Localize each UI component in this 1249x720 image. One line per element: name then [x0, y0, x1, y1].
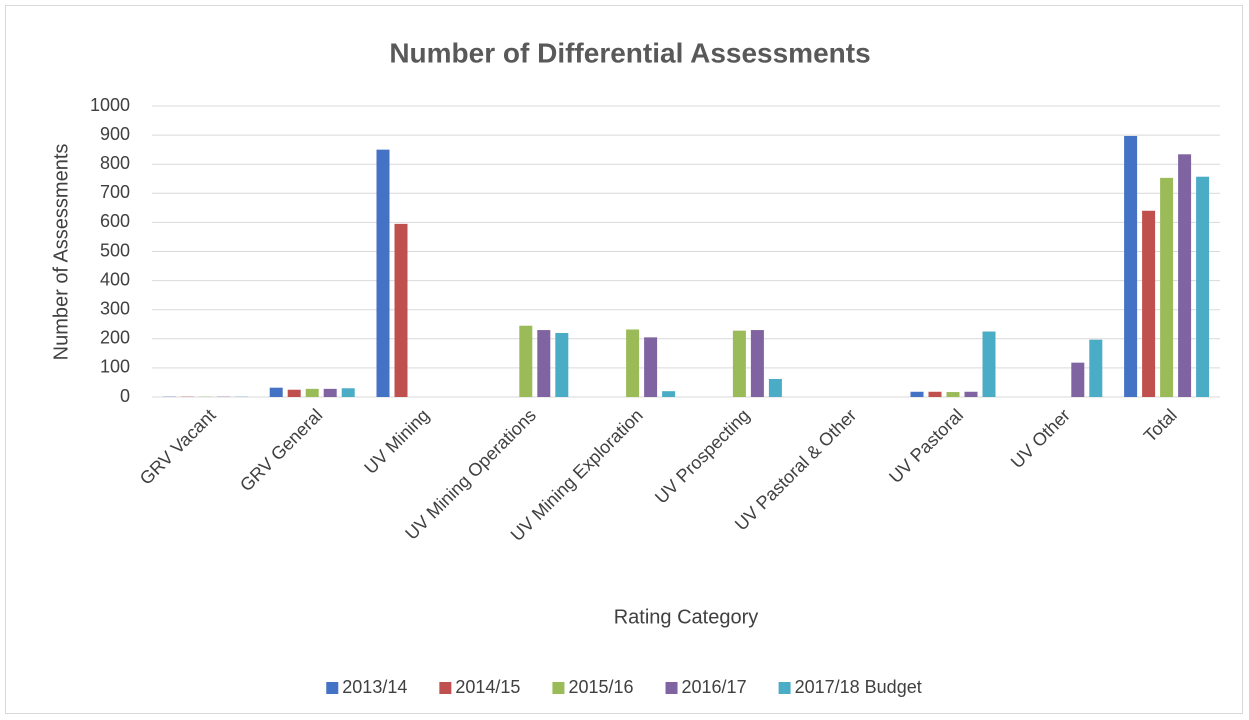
legend-label: 2013/14	[342, 677, 407, 697]
legend-swatch	[552, 682, 565, 694]
y-tick-label: 200	[100, 328, 130, 348]
legend-swatch	[778, 682, 791, 694]
x-axis-title: Rating Category	[614, 606, 759, 628]
y-tick-label: 500	[100, 240, 130, 260]
bar	[732, 330, 746, 397]
bar	[269, 387, 283, 397]
bar	[394, 223, 408, 397]
bar	[287, 389, 301, 397]
y-tick-label: 700	[100, 182, 130, 202]
bar	[1124, 135, 1138, 397]
chart-title: Number of Differential Assessments	[389, 37, 870, 68]
bar	[910, 391, 924, 397]
bar	[519, 325, 533, 397]
y-tick-label: 800	[100, 153, 130, 173]
bar	[946, 392, 960, 397]
legend-label: 2015/16	[568, 677, 633, 697]
bar	[1089, 339, 1103, 397]
legend-label: 2017/18 Budget	[795, 677, 922, 697]
bar	[537, 330, 551, 397]
bar	[555, 332, 569, 397]
legend-label: 2014/15	[455, 677, 520, 697]
bar	[626, 329, 640, 397]
bar	[768, 378, 782, 397]
legend-swatch	[326, 682, 339, 694]
bar	[982, 331, 996, 397]
chart-border	[5, 5, 1243, 714]
bar	[323, 388, 337, 397]
bar	[376, 149, 390, 397]
y-axis-title: Number of Assessments	[50, 144, 72, 361]
bar	[1160, 177, 1174, 397]
y-tick-label: 400	[100, 269, 130, 289]
bar	[1142, 210, 1156, 397]
y-tick-label: 900	[100, 124, 130, 144]
y-tick-label: 1000	[90, 95, 130, 115]
legend-label: 2016/17	[682, 677, 747, 697]
bar	[662, 391, 676, 397]
y-tick-label: 100	[100, 357, 130, 377]
bar	[964, 391, 978, 397]
bar	[341, 388, 355, 397]
bar	[644, 337, 658, 397]
bar	[1071, 362, 1085, 397]
bar	[1178, 154, 1192, 397]
y-tick-label: 300	[100, 298, 130, 318]
legend-swatch	[665, 682, 678, 694]
bar	[1196, 176, 1210, 397]
legend-swatch	[439, 682, 452, 694]
bar	[305, 388, 319, 397]
bar	[750, 330, 764, 397]
bar	[928, 391, 942, 397]
y-tick-label: 600	[100, 211, 130, 231]
y-tick-label: 0	[120, 386, 130, 406]
